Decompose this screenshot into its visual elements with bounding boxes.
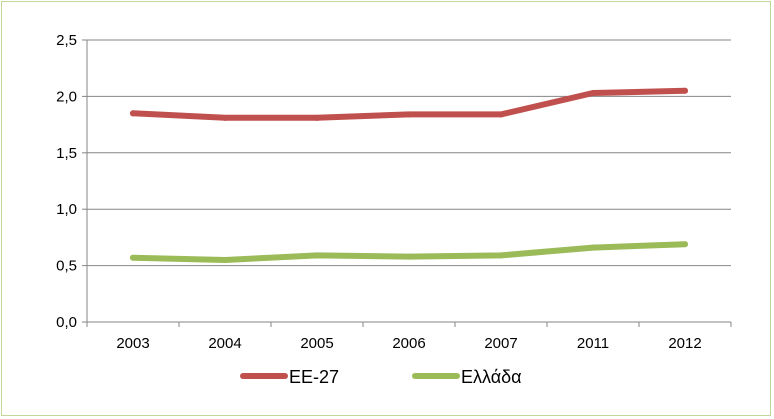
legend: ΕΕ-27 Ελλάδα (240, 367, 522, 387)
y-tick-labels: 0,0 0,5 1,0 1,5 2,0 2,5 (56, 32, 77, 331)
data-point (498, 111, 504, 118)
y-tick-label: 0,5 (56, 258, 77, 275)
data-point (498, 252, 504, 259)
x-tick-label: 2012 (668, 335, 701, 352)
axes (82, 39, 732, 327)
data-point (130, 110, 136, 117)
x-tick-label: 2005 (300, 335, 333, 352)
x-tick-labels: 2003 2004 2005 2006 2007 2011 2012 (116, 335, 701, 352)
data-point (314, 252, 320, 259)
y-tick-label: 1,0 (56, 201, 77, 218)
x-tick-label: 2007 (484, 335, 517, 352)
data-point (682, 241, 688, 248)
data-point (682, 87, 688, 94)
x-tick-label: 2003 (116, 335, 149, 352)
data-point (222, 114, 228, 121)
data-point (406, 253, 412, 260)
legend-label-1: ΕΕ-27 (289, 367, 339, 387)
data-point (314, 114, 320, 121)
x-tick-label: 2004 (208, 335, 241, 352)
y-tick-label: 2,0 (56, 88, 77, 105)
data-point (222, 256, 228, 263)
y-tick-label: 2,5 (56, 32, 77, 49)
gridlines (87, 39, 731, 267)
legend-label-2: Ελλάδα (461, 367, 522, 387)
data-point (406, 111, 412, 118)
data-point (130, 254, 136, 261)
x-tick-label: 2011 (577, 335, 609, 352)
series-lines (130, 87, 688, 263)
data-point (590, 244, 596, 251)
data-point (590, 90, 596, 97)
y-tick-label: 1,5 (56, 145, 77, 162)
y-tick-label: 0,0 (56, 314, 77, 331)
x-tick-label: 2006 (392, 335, 425, 352)
